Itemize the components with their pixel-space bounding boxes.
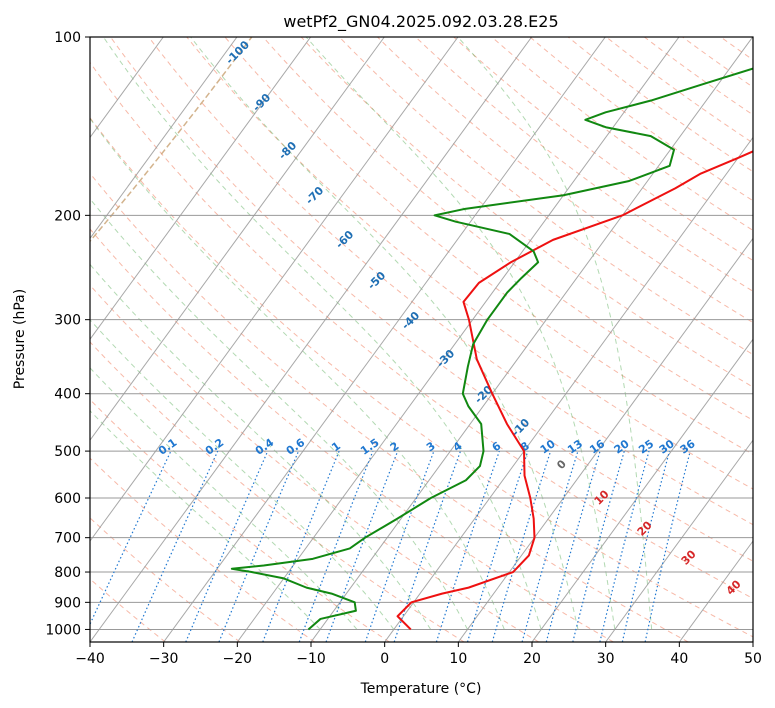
moist-adiabat [102, 37, 542, 630]
y-axis-label: Pressure (hPa) [12, 289, 28, 389]
series-line-green [230, 67, 753, 631]
isotherm-line [90, 37, 238, 240]
isotherm-line [605, 439, 753, 642]
isotherm-line [90, 37, 385, 442]
y-tick-label: 400 [54, 387, 81, 403]
mixing-ratio-line [621, 450, 671, 642]
x-tick-label: −40 [75, 651, 105, 667]
moist-adiabat [90, 117, 505, 630]
series-line-red [396, 150, 753, 631]
y-tick-label: 800 [54, 565, 81, 581]
x-tick-label: 0 [380, 651, 389, 667]
moist-adiabat [457, 37, 653, 630]
isotherm-line [90, 37, 459, 542]
isotherm-line [163, 37, 606, 642]
dry-adiabat [262, 37, 753, 421]
profile-lines [230, 67, 753, 631]
x-tick-label: −20 [223, 651, 253, 667]
y-tick-label: 100 [54, 30, 81, 46]
mixing-ratio-line [599, 450, 650, 642]
mixing-ratio-line [572, 450, 625, 642]
moist-adiabat [90, 367, 358, 630]
plot-frame [89, 36, 754, 643]
dry-adiabat [377, 37, 753, 324]
x-tick-label: 20 [523, 651, 541, 667]
y-tick-label: 300 [54, 313, 81, 329]
y-tick-label: 600 [54, 491, 81, 507]
dry-adiabat [186, 37, 753, 490]
y-tick-label: 700 [54, 531, 81, 547]
mixing-ratio-line [644, 450, 691, 642]
mixing-ratio-line [435, 450, 500, 642]
mixing-ratio-line [545, 450, 601, 642]
dry-adiabat [338, 37, 753, 356]
dry-adiabat [90, 61, 753, 600]
y-axis: 1000 900 800 700 600 500 400 300 200 100 [45, 30, 90, 638]
y-tick-label: 500 [54, 444, 81, 460]
y-tick-label: 200 [54, 208, 81, 224]
mixing-ratio-line [364, 450, 435, 642]
dry-adiabat [90, 228, 614, 642]
mixing-ratio-line [325, 450, 399, 642]
x-tick-label: −30 [149, 651, 179, 667]
mixing-ratio-line [491, 450, 552, 642]
isotherm-line [310, 37, 753, 642]
isotherm-line [236, 37, 680, 642]
chart-title: wetPf2_GN04.2025.092.03.28.E25 [283, 12, 558, 32]
mixing-ratio-line [521, 450, 579, 642]
mixing-ratio-line [218, 450, 300, 642]
moist-adiabat [90, 263, 432, 630]
dry-adiabat [90, 398, 390, 642]
mixing-ratio-line [262, 450, 340, 642]
x-tick-label: −10 [296, 651, 326, 667]
x-tick-label: 40 [670, 651, 688, 667]
y-tick-label: 1000 [45, 622, 81, 638]
x-tick-label: 30 [597, 651, 615, 667]
background-lines [90, 37, 753, 642]
mixing-ratio-line [466, 450, 529, 642]
x-axis: −40 −30 −20 −10 0 10 20 30 40 50 [75, 642, 762, 667]
mixing-ratio-line [185, 450, 269, 642]
dry-adiabat [110, 37, 753, 562]
moist-adiabat [305, 37, 616, 630]
isotherm-line [90, 37, 312, 341]
isotherm-line [457, 237, 753, 642]
isotherm-line [90, 37, 533, 642]
y-tick-label: 900 [54, 595, 81, 611]
x-axis-label: Temperature (°C) [360, 681, 482, 697]
x-tick-label: 50 [744, 651, 762, 667]
x-tick-label: 10 [449, 651, 467, 667]
dry-adiabat [90, 578, 166, 642]
mixing-ratio-line [131, 450, 219, 642]
dry-adiabat [148, 37, 753, 526]
dry-adiabat [90, 172, 689, 642]
mixing-ratio-line [393, 450, 462, 642]
mixing-ratio-line [298, 450, 374, 642]
